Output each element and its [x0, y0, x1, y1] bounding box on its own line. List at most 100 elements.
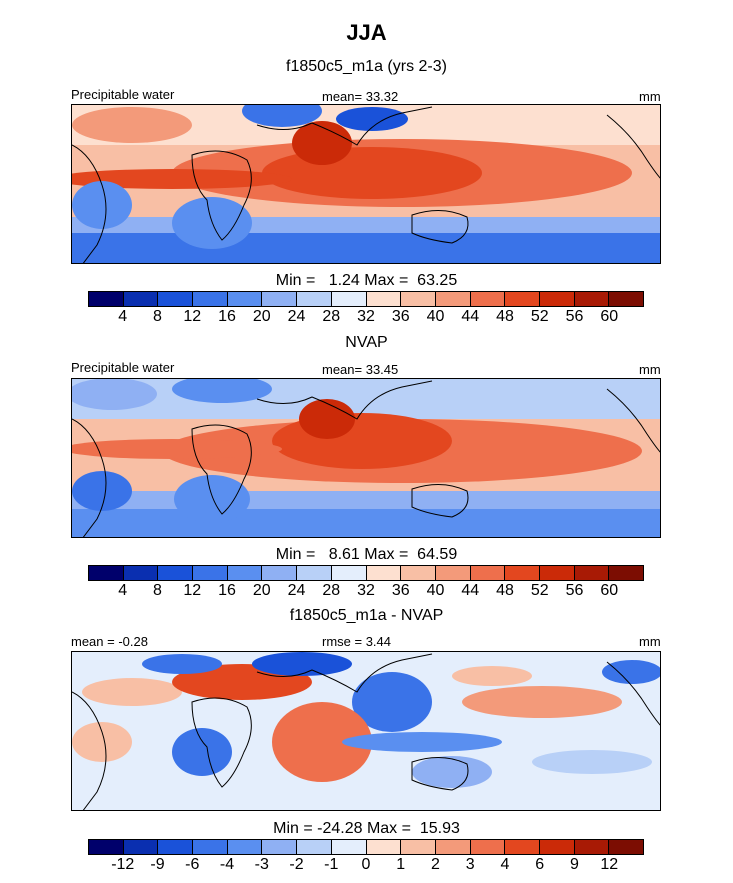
colorbar-swatch	[435, 566, 471, 580]
colorbar-swatch	[366, 292, 402, 306]
figure-title: JJA	[346, 20, 387, 45]
colorbar-tick-label: -3	[254, 856, 269, 873]
colorbar-tick-label: -4	[219, 856, 235, 873]
panel-3-map	[71, 651, 661, 811]
panel-2-mean-label: mean= 33.45	[322, 362, 399, 377]
colorbar-swatch	[297, 566, 332, 580]
panel-3-colorbar	[88, 839, 644, 855]
colorbar-swatch	[574, 840, 610, 854]
colorbar-tick-label: 52	[530, 582, 549, 599]
panel-1-left-label: Precipitable water	[71, 87, 175, 102]
colorbar-tick-label: 28	[322, 308, 341, 325]
panel-1-units-label: mm	[639, 89, 661, 104]
colorbar-tick-label: 3	[465, 856, 475, 873]
colorbar-swatch	[609, 292, 643, 306]
panel-3-title: f1850c5_m1a - NVAP	[289, 607, 444, 624]
colorbar-swatch	[401, 566, 436, 580]
colorbar-swatch	[539, 840, 575, 854]
colorbar-swatch	[123, 840, 159, 854]
panel-1-colorbar	[88, 291, 644, 307]
colorbar-tick-label: 44	[461, 582, 480, 599]
colorbar-tick-label: 24	[287, 582, 306, 599]
colorbar-tick-label: 40	[426, 582, 445, 599]
colorbar-swatch	[227, 566, 263, 580]
colorbar-tick-label: 20	[252, 308, 271, 325]
colorbar-swatch	[227, 840, 263, 854]
colorbar-swatch	[539, 292, 575, 306]
colorbar-tick-label: 16	[218, 582, 236, 599]
colorbar-tick-label: 0	[361, 856, 371, 873]
colorbar-tick-label: 12	[183, 582, 202, 599]
colorbar-tick-label: 56	[565, 308, 584, 325]
colorbar-tick-label: 12	[600, 856, 619, 873]
colorbar-tick-label: 1	[396, 856, 406, 873]
colorbar-tick-label: 4	[118, 582, 128, 599]
colorbar-tick-label: 52	[530, 308, 549, 325]
colorbar-swatch	[262, 292, 298, 306]
colorbar-swatch	[227, 292, 263, 306]
panel-2-title: NVAP	[345, 334, 388, 351]
colorbar-tick-label: 12	[183, 308, 202, 325]
colorbar-tick-label: 56	[565, 582, 584, 599]
colorbar-tick-label: -9	[150, 856, 165, 873]
colorbar-tick-label: -2	[289, 856, 304, 873]
colorbar-swatch	[539, 566, 575, 580]
panel-2-colorbar-ticks: 4 8 12 16 20 24 28 32 36 40 44 48 52 56 60	[88, 582, 644, 602]
colorbar-tick-label: 32	[357, 582, 375, 599]
colorbar-swatch	[193, 566, 228, 580]
panel-1-map	[71, 104, 661, 264]
colorbar-tick-label: 2	[431, 856, 440, 873]
colorbar-swatch	[158, 292, 194, 306]
colorbar-swatch	[331, 292, 367, 306]
colorbar-tick-label: 16	[218, 308, 236, 325]
panel-1-stats: Min = 1.24 Max = 63.25	[275, 272, 458, 289]
colorbar-tick-label: 8	[153, 308, 162, 325]
colorbar-swatch	[89, 840, 124, 854]
colorbar-swatch	[89, 566, 124, 580]
panel-3-units-label: mm	[639, 634, 661, 649]
colorbar-swatch	[331, 566, 367, 580]
panel-2-colorbar	[88, 565, 644, 581]
colorbar-swatch	[470, 566, 506, 580]
colorbar-tick-label: 60	[600, 582, 619, 599]
colorbar-swatch	[366, 840, 402, 854]
colorbar-swatch	[435, 840, 471, 854]
colorbar-swatch	[158, 566, 194, 580]
colorbar-tick-label: 4	[118, 308, 128, 325]
colorbar-swatch	[123, 566, 159, 580]
colorbar-swatch	[193, 292, 228, 306]
colorbar-swatch	[331, 840, 367, 854]
colorbar-tick-label: 4	[500, 856, 510, 873]
colorbar-swatch	[366, 566, 402, 580]
panel-3-stats: Min = -24.28 Max = 15.93	[273, 820, 460, 837]
colorbar-tick-label: -12	[111, 856, 135, 873]
panel-2-units-label: mm	[639, 362, 661, 377]
panel-1-colorbar-ticks: 4 8 12 16 20 24 28 32 36 40 44 48 52 56 60	[88, 308, 644, 328]
colorbar-swatch	[158, 840, 194, 854]
colorbar-tick-label: 28	[322, 582, 341, 599]
colorbar-swatch	[505, 566, 540, 580]
colorbar-swatch	[401, 292, 436, 306]
colorbar-tick-label: 36	[391, 582, 410, 599]
colorbar-tick-label: -1	[324, 856, 339, 873]
panel-1-title: f1850c5_m1a (yrs 2-3)	[286, 58, 447, 75]
colorbar-swatch	[297, 292, 332, 306]
colorbar-tick-label: 32	[357, 308, 375, 325]
colorbar-swatch	[297, 840, 332, 854]
colorbar-tick-label: 6	[535, 856, 545, 873]
colorbar-tick-label: -6	[185, 856, 200, 873]
colorbar-swatch	[262, 566, 298, 580]
colorbar-swatch	[470, 292, 506, 306]
colorbar-swatch	[89, 292, 124, 306]
colorbar-swatch	[574, 292, 610, 306]
panel-1-mean-label: mean= 33.32	[322, 89, 399, 104]
panel-2-left-label: Precipitable water	[71, 360, 175, 375]
colorbar-swatch	[435, 292, 471, 306]
colorbar-tick-label: 48	[496, 308, 514, 325]
colorbar-swatch	[609, 840, 643, 854]
colorbar-swatch	[262, 840, 298, 854]
colorbar-tick-label: 60	[600, 308, 619, 325]
colorbar-swatch	[505, 292, 540, 306]
colorbar-swatch	[401, 840, 436, 854]
colorbar-tick-label: 24	[287, 308, 306, 325]
